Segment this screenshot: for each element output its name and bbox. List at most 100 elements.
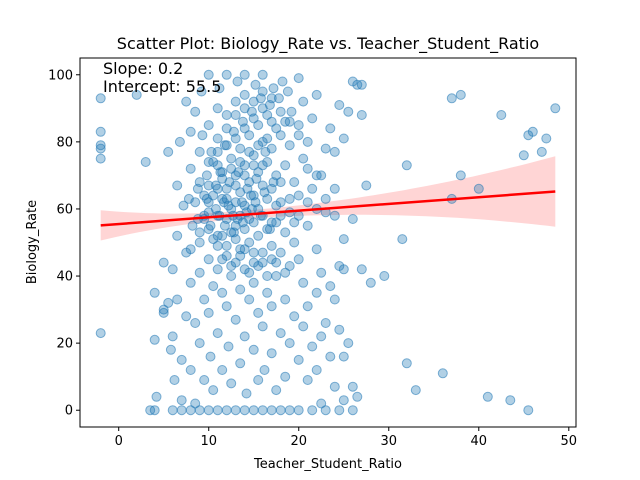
data-point <box>293 354 304 365</box>
data-point <box>284 338 295 349</box>
data-point <box>149 334 160 345</box>
data-point <box>237 217 248 228</box>
data-point <box>266 240 277 251</box>
data-point <box>307 341 318 352</box>
data-point <box>95 153 106 164</box>
data-point <box>151 391 162 402</box>
data-point <box>169 375 180 385</box>
data-point <box>248 405 259 416</box>
data-point <box>268 177 279 188</box>
data-point <box>217 287 228 298</box>
data-point <box>232 76 243 87</box>
data-point <box>230 405 241 416</box>
data-point <box>235 157 246 167</box>
data-point <box>185 244 196 255</box>
data-point <box>253 140 264 151</box>
data-point <box>203 69 214 80</box>
data-point <box>203 120 214 131</box>
data-point <box>259 187 270 198</box>
data-point <box>257 160 268 171</box>
data-point <box>311 365 322 375</box>
data-point <box>190 106 201 117</box>
data-point <box>230 314 241 325</box>
data-point <box>226 271 237 281</box>
data-point <box>298 153 309 164</box>
data-point <box>212 328 223 339</box>
data-point <box>338 133 349 144</box>
data-point <box>268 83 279 94</box>
data-point <box>239 103 250 114</box>
data-point <box>163 146 174 157</box>
data-point <box>329 294 340 305</box>
data-point <box>257 405 268 416</box>
regression-line-layer <box>100 190 556 227</box>
data-point <box>284 405 295 416</box>
data-point <box>307 405 318 416</box>
data-point <box>266 93 277 104</box>
data-point <box>298 96 309 107</box>
data-point <box>280 371 291 382</box>
data-point <box>212 103 223 114</box>
data-point <box>167 264 178 275</box>
data-point <box>194 405 205 416</box>
data-point <box>338 264 349 275</box>
data-point <box>176 405 187 416</box>
data-point <box>347 214 358 224</box>
data-point <box>311 244 322 255</box>
data-point <box>187 220 198 231</box>
x-tick-label: 20 <box>290 434 307 449</box>
data-point <box>365 277 376 288</box>
data-point <box>158 257 169 268</box>
data-point <box>325 351 336 362</box>
y-tick-label: 80 <box>56 135 73 150</box>
data-point <box>235 250 246 261</box>
data-point <box>224 177 235 188</box>
data-point <box>196 86 207 97</box>
y-axis-label: Biology_Rate <box>25 200 40 284</box>
data-point <box>275 130 286 141</box>
data-point <box>397 234 408 245</box>
data-point <box>239 123 250 134</box>
data-point <box>185 126 196 137</box>
data-point <box>275 247 286 258</box>
data-point <box>541 133 552 144</box>
data-point <box>172 294 183 305</box>
data-point <box>140 157 151 167</box>
data-point <box>203 254 214 265</box>
data-point <box>280 267 291 278</box>
data-point <box>221 110 232 120</box>
data-point <box>226 153 237 164</box>
data-point <box>257 103 268 114</box>
data-point <box>149 405 160 416</box>
x-tick-label: 10 <box>200 434 217 449</box>
data-point <box>208 234 219 245</box>
data-point <box>496 110 507 120</box>
data-point <box>205 220 216 231</box>
data-point <box>302 136 313 147</box>
data-point <box>262 287 273 298</box>
data-point <box>356 110 367 120</box>
data-point <box>167 331 178 342</box>
data-point <box>253 307 264 318</box>
regression-line <box>100 190 556 227</box>
data-point <box>194 237 205 248</box>
y-tick-label: 0 <box>65 404 73 419</box>
data-point <box>325 281 336 292</box>
data-point <box>244 267 255 278</box>
data-point <box>293 130 304 141</box>
data-point <box>275 328 286 339</box>
data-point <box>482 391 493 402</box>
data-point <box>523 405 534 416</box>
y-tick-label: 100 <box>48 68 73 83</box>
y-tick-label: 40 <box>56 270 73 285</box>
data-point <box>172 180 183 191</box>
data-point <box>215 167 226 178</box>
data-point <box>455 89 466 100</box>
data-point <box>248 277 259 288</box>
data-point <box>302 301 313 312</box>
data-point <box>284 140 295 151</box>
data-point <box>230 110 241 120</box>
data-point <box>293 73 304 84</box>
data-point <box>338 234 349 245</box>
